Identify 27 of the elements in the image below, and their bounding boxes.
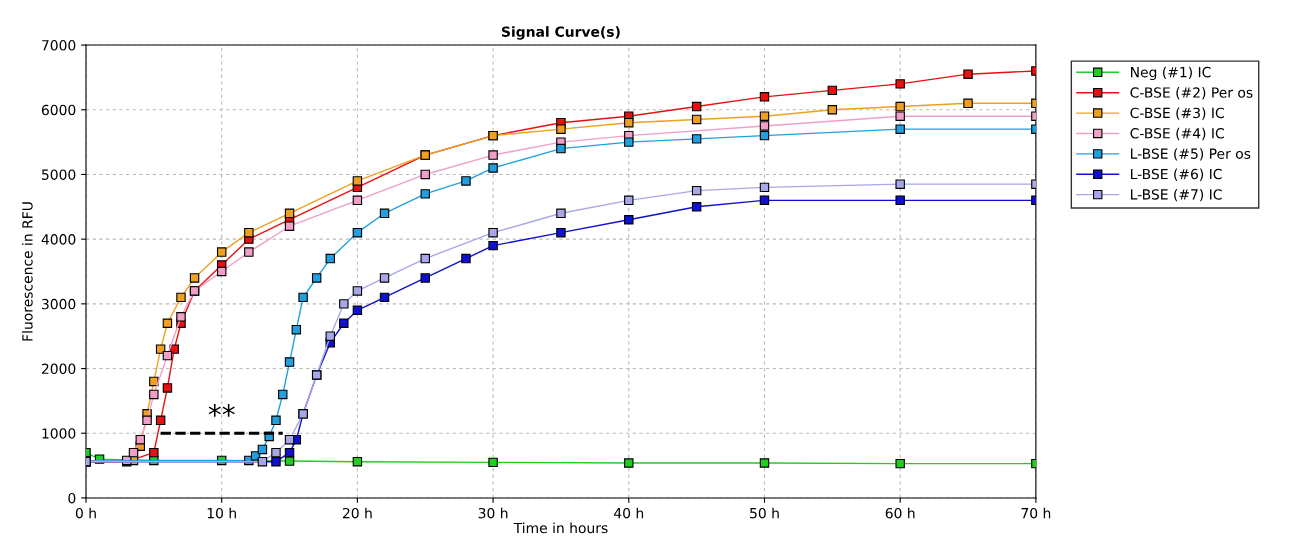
y-tick-label: 4000 <box>41 234 76 245</box>
y-axis-title: Fluorescence in RFU <box>21 202 33 341</box>
x-tick-label: 50 h <box>750 507 779 519</box>
x-tick-label: 40 h <box>614 507 644 519</box>
chart-title: Signal Curve(s) <box>501 26 620 40</box>
x-tick-label: 70 h <box>1021 507 1051 519</box>
x-tick-label: 20 h <box>342 507 372 519</box>
y-tick-label: 2000 <box>41 363 76 375</box>
y-tick-label: 6000 <box>41 104 76 116</box>
x-tick-label: 60 h <box>885 507 915 519</box>
y-tick-label: 5000 <box>42 169 76 180</box>
y-tick-label: 0 <box>68 492 76 504</box>
legend-label: Neg (#1) IC <box>1131 66 1211 81</box>
legend-label: C-BSE (#4) IC <box>1130 127 1224 141</box>
x-axis-title: Time in hours <box>513 522 608 534</box>
legend-label: C-BSE (#2) Per os <box>1130 87 1253 100</box>
legend-label: C-BSE (#3) IC <box>1130 107 1224 120</box>
y-tick-label: 1000 <box>42 428 76 439</box>
x-tick-label: 10 h <box>207 507 236 519</box>
x-tick-label: 30 h <box>478 507 508 519</box>
x-tick-label: 0 h <box>75 507 96 519</box>
legend-label: L-BSE (#6) IC <box>1131 168 1222 181</box>
legend-label: L-BSE (#7) IC <box>1131 188 1222 202</box>
legend-label: L-BSE (#5) Per os <box>1131 148 1251 161</box>
y-tick-label: 3000 <box>41 298 76 310</box>
y-tick-label: 7000 <box>42 40 76 51</box>
annotation: ** <box>208 404 235 417</box>
